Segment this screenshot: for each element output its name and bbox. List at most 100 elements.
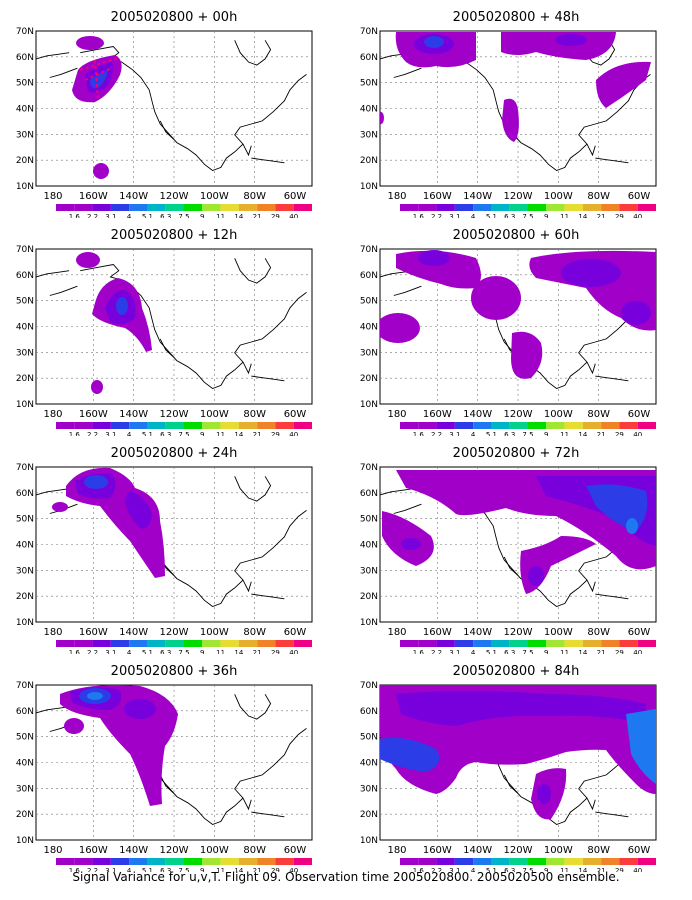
colorbar-swatch — [454, 422, 474, 429]
x-tick-label: 180 — [387, 191, 406, 202]
colorbar-swatch — [184, 640, 203, 647]
colorbar-label: 3.1 — [105, 649, 116, 654]
x-tick-label: 160W — [423, 409, 452, 420]
x-tick-label: 80W — [587, 845, 610, 856]
x-tick-label: 120W — [504, 191, 533, 202]
colorbar-label: 1.6 — [69, 213, 81, 218]
colorbar-swatch — [56, 640, 75, 647]
x-tick-label: 100W — [200, 845, 229, 856]
x-axis-labels: 180 160W 140W 120W 100W 80W 60W — [387, 845, 650, 856]
colorbar-swatch — [436, 204, 455, 211]
y-tick-label: 50N — [360, 515, 378, 525]
colorbar-swatch — [147, 858, 166, 865]
colorbar: 1.6 2.2 3.1 4 5.1 6.3 7.5 9 11 14 21 29 40 — [400, 858, 656, 872]
colorbar-label: 9 — [544, 431, 548, 436]
x-tick-label: 160W — [79, 409, 108, 420]
y-tick-label: 60N — [360, 271, 378, 281]
colorbar-label: 1.6 — [69, 431, 81, 436]
colorbar-swatch — [92, 640, 111, 647]
colorbar-swatch — [491, 858, 510, 865]
map-panel-00h: 2005020800 + 00h 70N 60N 50N 40N 30N 20N 10N 1… — [16, 10, 313, 218]
colorbar-label: 5.1 — [486, 431, 497, 436]
y-tick-label: 60N — [360, 489, 378, 499]
x-tick-label: 160W — [423, 191, 452, 202]
colorbar-label: 7.5 — [522, 867, 533, 872]
y-tick-label: 40N — [360, 105, 378, 115]
colorbar: 1.6 2.2 3.1 4 5.1 6.3 7.5 9 11 14 21 29 40 — [56, 858, 312, 872]
colorbar-label: 1.6 — [413, 649, 425, 654]
colorbar-swatch — [509, 422, 528, 429]
y-tick-label: 60N — [16, 489, 34, 499]
colorbar-swatch — [491, 640, 510, 647]
colorbar-label: 2.2 — [87, 649, 98, 654]
colorbar-label: 21 — [597, 867, 606, 872]
colorbar-label: 2.2 — [431, 213, 442, 218]
colorbar-swatch — [436, 422, 455, 429]
colorbar-swatch — [528, 640, 547, 647]
colorbar-swatch — [56, 422, 75, 429]
x-tick-label: 160W — [79, 191, 108, 202]
y-axis-labels: 70N 60N 50N 40N 30N 20N 10N — [360, 681, 378, 846]
y-tick-label: 10N — [360, 400, 378, 410]
y-tick-label: 50N — [16, 297, 34, 307]
colorbar-swatch — [92, 422, 111, 429]
x-tick-label: 160W — [423, 845, 452, 856]
colorbar-label: 5.1 — [142, 867, 153, 872]
colorbar-label: 11 — [216, 213, 225, 218]
map-panel-24h: 2005020800 + 24h 70N 60N 50N 40N 30N 20N 10N 1… — [16, 446, 313, 654]
colorbar-label: 3.1 — [105, 431, 116, 436]
colorbar-label: 9 — [544, 649, 548, 654]
colorbar: 1.6 2.2 3.1 4 5.1 6.3 7.5 9 11 14 21 29 40 — [56, 204, 312, 218]
colorbar-swatch — [619, 640, 638, 647]
colorbar-swatch — [473, 204, 492, 211]
colorbar-swatch — [220, 640, 239, 647]
panel-title: 2005020800 + 60h — [453, 228, 580, 243]
y-tick-label: 40N — [360, 323, 378, 333]
colorbar-swatch — [293, 858, 312, 865]
colorbar-swatch — [110, 204, 130, 211]
colorbar-label: 1.6 — [69, 649, 81, 654]
map-panel-36h: 2005020800 + 36h 70N 60N 50N 40N 30N 20N 10N 1… — [16, 664, 313, 872]
colorbar-swatch — [202, 858, 221, 865]
colorbar-label: 3.1 — [449, 213, 460, 218]
colorbar-label: 4 — [127, 867, 132, 872]
y-tick-label: 30N — [360, 566, 378, 576]
x-tick-label: 140W — [463, 409, 492, 420]
colorbar-label: 7.5 — [178, 213, 189, 218]
colorbar-label: 2.2 — [87, 213, 98, 218]
colorbar-swatch — [293, 640, 312, 647]
colorbar-label: 7.5 — [522, 649, 533, 654]
colorbar-label: 3.1 — [105, 213, 116, 218]
colorbar-label: 14 — [578, 867, 587, 872]
colorbar-label: 4 — [471, 867, 476, 872]
y-tick-label: 40N — [16, 541, 34, 551]
y-tick-label: 20N — [16, 374, 34, 384]
x-tick-label: 140W — [119, 191, 148, 202]
colorbar-swatch — [110, 422, 130, 429]
colorbar-swatch — [454, 858, 474, 865]
colorbar-label: 40 — [633, 649, 642, 654]
x-tick-label: 180 — [43, 627, 62, 638]
x-axis-labels: 180 160W 140W 120W 100W 80W 60W — [387, 627, 650, 638]
y-tick-label: 50N — [16, 515, 34, 525]
colorbar: 1.6 2.2 3.1 4 5.1 6.3 7.5 9 11 14 21 29 40 — [400, 640, 656, 654]
map-panel-48h: 2005020800 + 48h 70N 60N 50N 40N 30N 20N 10N 1… — [360, 10, 657, 218]
y-tick-label: 50N — [16, 733, 34, 743]
colorbar-label: 6.3 — [504, 867, 515, 872]
colorbar-swatch — [110, 858, 130, 865]
colorbar-swatch — [400, 204, 419, 211]
variance-contours — [382, 470, 656, 594]
x-axis-labels: 180 160W 140W 120W 100W 80W 60W — [387, 191, 650, 202]
colorbar-label: 29 — [271, 431, 280, 436]
x-axis-labels: 180 160W 140W 120W 100W 80W 60W — [43, 409, 306, 420]
colorbar-label: 4 — [127, 213, 132, 218]
y-axis-labels: 70N 60N 50N 40N 30N 20N 10N — [360, 463, 378, 628]
colorbar-label: 1.6 — [69, 867, 81, 872]
y-axis-labels: 70N 60N 50N 40N 30N 20N 10N — [16, 27, 34, 192]
colorbar-label: 14 — [234, 213, 243, 218]
y-tick-label: 30N — [16, 130, 34, 140]
colorbar-label: 40 — [289, 867, 298, 872]
colorbar-label: 4 — [471, 649, 476, 654]
colorbar-swatch — [293, 422, 312, 429]
colorbar-label: 40 — [289, 431, 298, 436]
